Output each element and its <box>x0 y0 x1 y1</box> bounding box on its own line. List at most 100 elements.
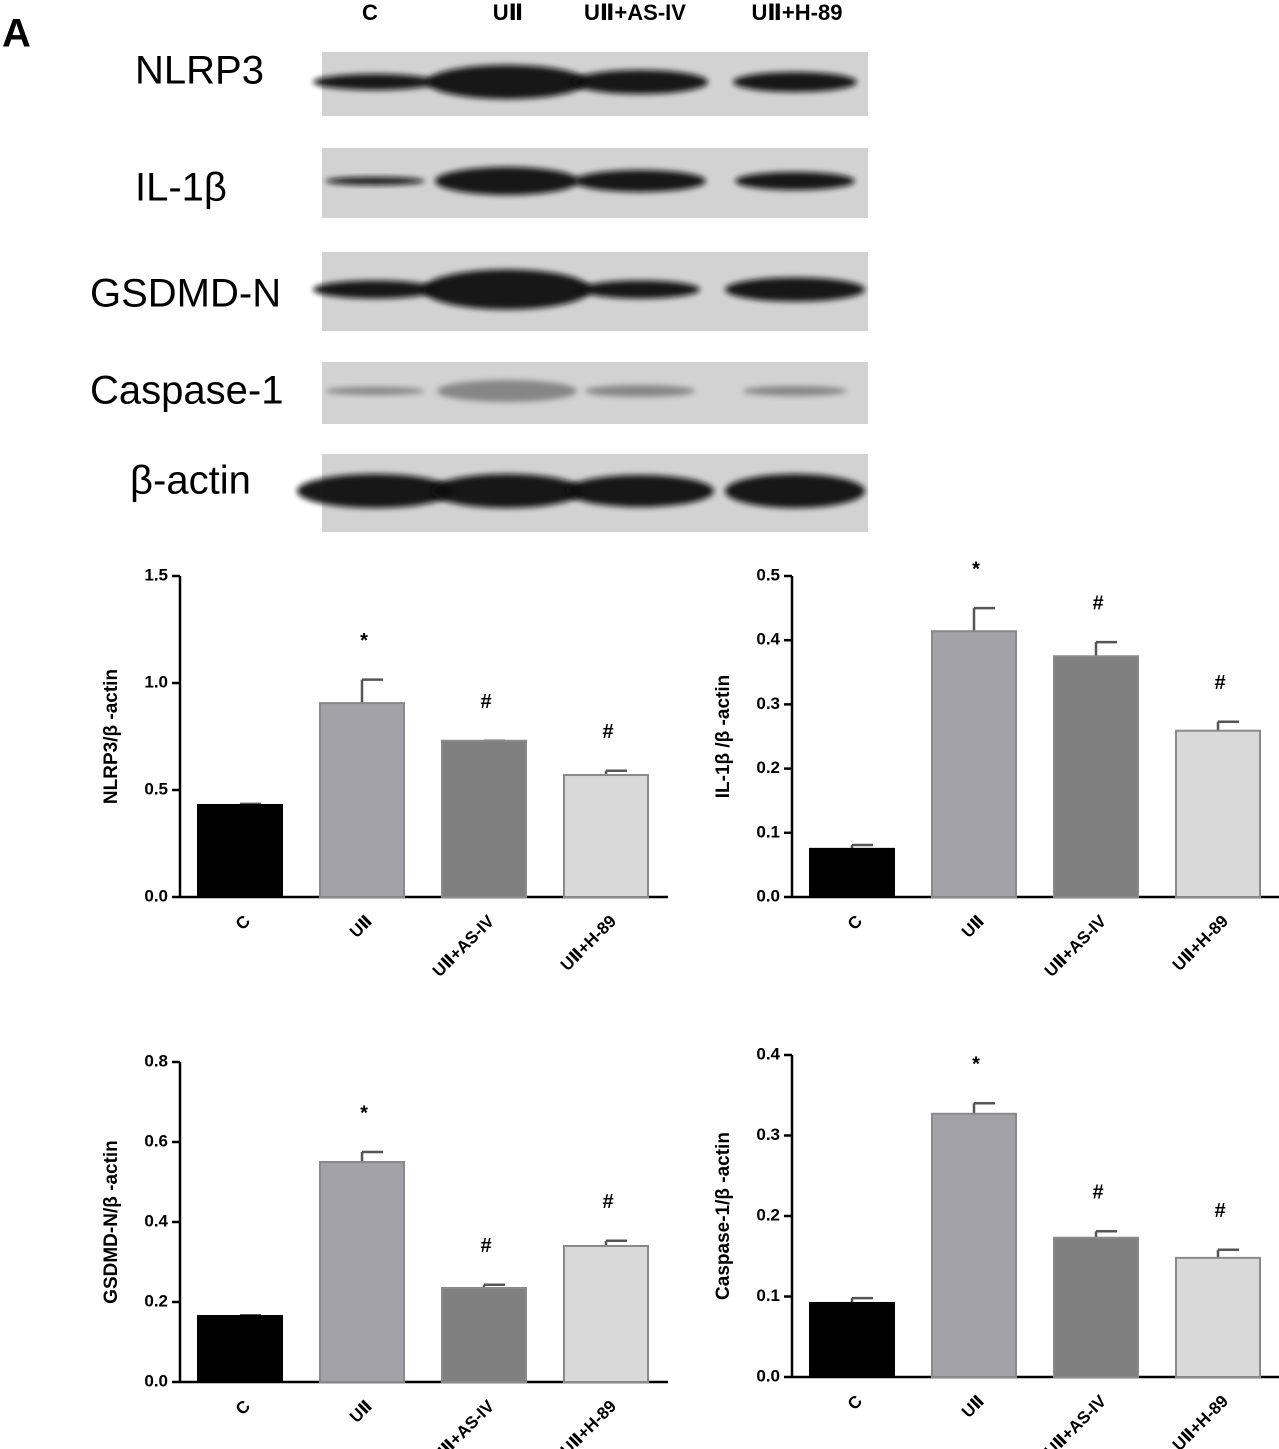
bar <box>441 739 527 899</box>
protein-label: IL-1β <box>135 166 227 210</box>
lane-label: UⅡ <box>493 0 523 25</box>
bar <box>197 1315 283 1383</box>
blot-band <box>297 474 453 508</box>
blot-band <box>566 475 714 507</box>
y-tick-label: 0.2 <box>756 758 780 777</box>
y-tick-label: 0.0 <box>144 1371 168 1390</box>
blot-band <box>725 474 865 508</box>
annotation: * <box>972 558 980 580</box>
annotation: # <box>1092 1182 1103 1204</box>
blot-band <box>325 387 425 395</box>
y-tick-label: 0.2 <box>144 1291 168 1310</box>
blot-band <box>585 385 695 397</box>
bar <box>809 1301 895 1378</box>
protein-label: Caspase-1 <box>90 369 283 413</box>
annotation: # <box>1092 592 1103 614</box>
y-tick-label: 0.5 <box>756 565 780 584</box>
bar <box>197 803 283 898</box>
y-tick-label: 1.5 <box>144 565 168 584</box>
annotation: # <box>1214 1200 1225 1222</box>
blot-band <box>437 380 577 402</box>
y-tick-label: 0.4 <box>144 1211 168 1230</box>
blot-band <box>725 277 865 302</box>
x-tick-label: UⅡ <box>958 1392 988 1422</box>
protein-label: NLRP3 <box>135 49 264 93</box>
lane-label: UⅡ+H-89 <box>752 0 843 25</box>
y-tick-label: 0.4 <box>756 630 780 649</box>
bar <box>319 702 405 899</box>
y-tick-label: 0.1 <box>756 1286 780 1305</box>
protein-label: GSDMD-N <box>90 272 281 316</box>
y-tick-label: 0.6 <box>144 1131 168 1150</box>
y-axis-label: Caspase-1/β -actin <box>713 1132 734 1300</box>
blot-band <box>435 167 579 195</box>
blot-band <box>423 269 591 310</box>
y-tick-label: 0.3 <box>756 1125 780 1144</box>
y-tick-label: 0.5 <box>144 779 168 798</box>
blot-band <box>313 74 437 90</box>
blot-band <box>735 172 855 190</box>
annotation: # <box>602 1191 613 1213</box>
y-axis-label: IL-1β /β -actin <box>713 675 734 798</box>
bar <box>563 1245 649 1383</box>
annotation: # <box>602 721 613 743</box>
y-tick-label: 0.4 <box>756 1044 780 1063</box>
blot-band <box>733 72 857 92</box>
y-axis-label: NLRP3/β -actin <box>101 669 122 804</box>
blot-band <box>743 386 847 396</box>
annotation: * <box>360 630 368 652</box>
blot-band <box>572 70 708 94</box>
x-tick-label: UⅡ+H-89 <box>1169 1392 1232 1449</box>
bar <box>931 630 1017 898</box>
x-tick-label: C <box>232 1397 254 1419</box>
annotation: # <box>480 691 491 713</box>
x-tick-label: UⅡ <box>346 1397 376 1427</box>
y-tick-label: 0.3 <box>756 694 780 713</box>
annotation: * <box>360 1102 368 1124</box>
y-axis-label: GSDMD-N/β -actin <box>101 1140 122 1304</box>
bar <box>809 847 895 898</box>
bar <box>319 1161 405 1383</box>
y-tick-label: 0.2 <box>756 1205 780 1224</box>
blot-band <box>574 170 706 192</box>
x-tick-label: C <box>844 912 866 934</box>
bar <box>1175 729 1261 898</box>
bar <box>1053 1236 1139 1378</box>
annotation: # <box>480 1235 491 1257</box>
x-tick-label: UⅡ+H-89 <box>1169 912 1232 975</box>
x-tick-label: C <box>844 1392 866 1414</box>
lane-label: C <box>362 0 378 25</box>
x-tick-label: UⅡ+AS-IV <box>1041 911 1111 981</box>
bar <box>1175 1256 1261 1378</box>
y-tick-label: 1.0 <box>144 672 168 691</box>
y-tick-label: 0.8 <box>144 1051 168 1070</box>
blot-band <box>580 280 700 299</box>
x-tick-label: UⅡ <box>958 912 988 942</box>
annotation: * <box>972 1054 980 1076</box>
lane-label: UⅡ+AS-IV <box>584 0 686 25</box>
blot-band <box>313 280 437 299</box>
bar <box>1053 655 1139 898</box>
x-tick-label: UⅡ+AS-IV <box>1041 1391 1111 1449</box>
blot-band <box>431 474 583 508</box>
panel-label: A <box>2 12 31 56</box>
annotation: # <box>1214 672 1225 694</box>
x-tick-label: C <box>232 912 254 934</box>
blot-band <box>325 177 425 185</box>
x-tick-label: UⅡ+AS-IV <box>429 1396 499 1449</box>
bar <box>931 1112 1017 1378</box>
blot-band <box>427 65 587 99</box>
bar <box>563 774 649 899</box>
protein-label: β-actin <box>130 459 251 503</box>
x-tick-label: UⅡ+H-89 <box>557 912 620 975</box>
y-tick-label: 0.0 <box>756 1366 780 1385</box>
y-tick-label: 0.0 <box>756 886 780 905</box>
y-tick-label: 0.1 <box>756 822 780 841</box>
x-tick-label: UⅡ <box>346 912 376 942</box>
x-tick-label: UⅡ+H-89 <box>557 1397 620 1449</box>
bar <box>441 1287 527 1383</box>
x-tick-label: UⅡ+AS-IV <box>429 911 499 981</box>
